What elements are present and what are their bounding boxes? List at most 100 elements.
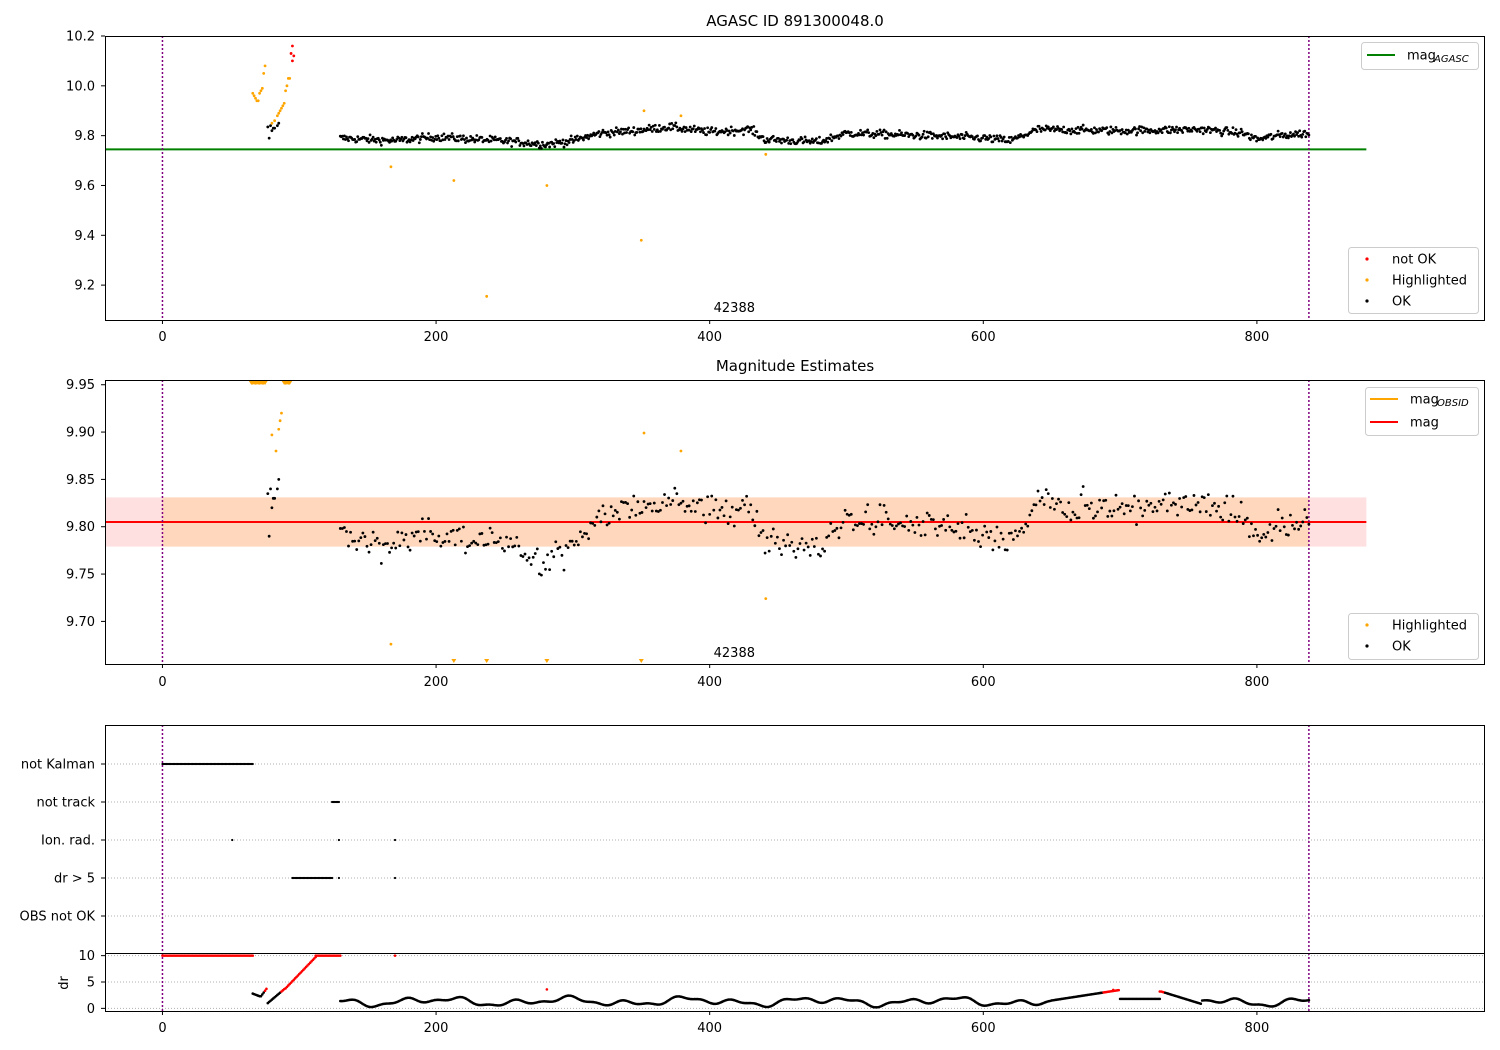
ok-point [782, 137, 785, 141]
ok-point [400, 135, 404, 139]
ok-point [449, 135, 453, 139]
ok-point [526, 139, 530, 143]
ok-point [780, 141, 783, 145]
ok-point [570, 539, 574, 543]
ok-point [925, 511, 929, 515]
ok-point [402, 538, 406, 542]
ok-point [1166, 131, 1170, 135]
ok-point [1264, 535, 1268, 539]
ok-point [417, 141, 421, 145]
ok-point [862, 523, 865, 526]
ok-point [659, 508, 662, 512]
ok-point [1204, 130, 1208, 134]
ok-point [659, 129, 662, 133]
mag-marker-legend-box [1348, 613, 1479, 660]
flag-point [251, 762, 254, 766]
ok-point [746, 125, 750, 129]
ok-point [981, 136, 985, 140]
ok-point [825, 535, 829, 539]
ok-point [553, 145, 557, 149]
ok-point [1184, 495, 1188, 498]
ok-point [924, 136, 928, 140]
ok-point [810, 537, 814, 541]
ok-point [1131, 505, 1134, 509]
agasc-mag-axes-frame [105, 36, 1485, 321]
ok-point [1206, 493, 1210, 497]
ok-point [1065, 131, 1069, 135]
y-tick-label: 10 [78, 949, 95, 964]
ok-point [964, 513, 968, 516]
ok-point [743, 503, 746, 507]
ok-point [1135, 523, 1138, 526]
ok-point [755, 130, 759, 133]
ok-point [985, 530, 989, 534]
ok-point [675, 125, 679, 129]
flag-row-label: not Kalman [21, 758, 95, 773]
ok-point [1254, 527, 1257, 531]
ok-point [400, 531, 404, 535]
ok-point [1283, 132, 1287, 136]
ok-point [692, 124, 696, 128]
flag-point [393, 876, 397, 880]
dr-red-point [1111, 988, 1115, 992]
ok-point [642, 500, 646, 503]
ok-point [739, 506, 742, 510]
ok-point [269, 487, 272, 491]
ok-point [870, 522, 874, 526]
ok-point [911, 133, 915, 137]
ok-point [828, 137, 832, 141]
ok-point [611, 131, 615, 135]
ok-point [394, 546, 398, 550]
ok-point [419, 135, 423, 138]
ok-point [369, 543, 373, 547]
ok-point [689, 509, 693, 513]
ok-point [1105, 126, 1109, 130]
ok-point [731, 129, 735, 133]
ok-point [786, 533, 790, 537]
ok-point [1037, 124, 1041, 128]
off-scale-high-marker [287, 381, 293, 385]
ok-point [474, 541, 478, 545]
ok-point [723, 130, 727, 134]
ok-point [1204, 510, 1208, 513]
ok-point [1100, 129, 1104, 133]
agasc-line-legend-box [1361, 42, 1479, 70]
ok-point [1110, 514, 1114, 518]
ok-point [905, 514, 909, 518]
ok-point [1174, 502, 1177, 506]
ok-point [1176, 513, 1179, 517]
ok-point [1143, 508, 1147, 512]
ok-point [1190, 129, 1194, 133]
off-scale-high-marker [262, 381, 268, 385]
ok-point [976, 134, 979, 138]
ok-point [340, 134, 344, 138]
ok-point [1028, 513, 1032, 517]
ok-point [663, 125, 666, 129]
legend-ok-marker [1365, 644, 1369, 648]
ok-point [817, 552, 820, 556]
ok-point [814, 137, 818, 141]
ok-point [411, 139, 415, 142]
ok-point [1097, 130, 1100, 134]
ok-point [814, 536, 818, 540]
ok-point [591, 522, 595, 525]
ok-point [1043, 128, 1047, 132]
ok-point [741, 127, 744, 131]
ok-point [751, 132, 755, 136]
ok-point [737, 508, 740, 512]
ok-point [1067, 501, 1071, 505]
ok-point [558, 545, 562, 549]
ok-point [1139, 506, 1143, 510]
ok-point [396, 530, 400, 534]
highlighted-point [270, 433, 274, 437]
ok-point [683, 130, 687, 134]
ok-point [598, 135, 602, 139]
ok-point [722, 514, 726, 518]
ok-point [496, 540, 500, 544]
ok-point [714, 127, 718, 130]
ok-point [1280, 516, 1284, 520]
ok-point [366, 137, 370, 141]
ok-point [798, 138, 802, 142]
ok-point [1092, 516, 1095, 520]
ok-point [365, 139, 369, 143]
